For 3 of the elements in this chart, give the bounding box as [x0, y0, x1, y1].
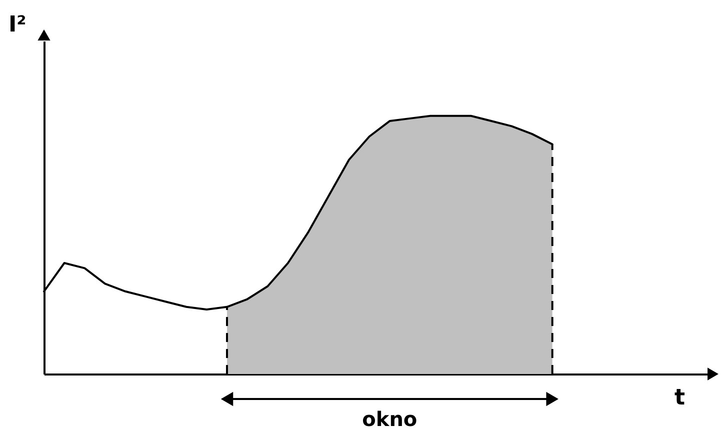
y-axis-title: I²	[8, 12, 26, 38]
text: okno	[362, 407, 418, 431]
x-axis-title: t	[674, 386, 686, 410]
